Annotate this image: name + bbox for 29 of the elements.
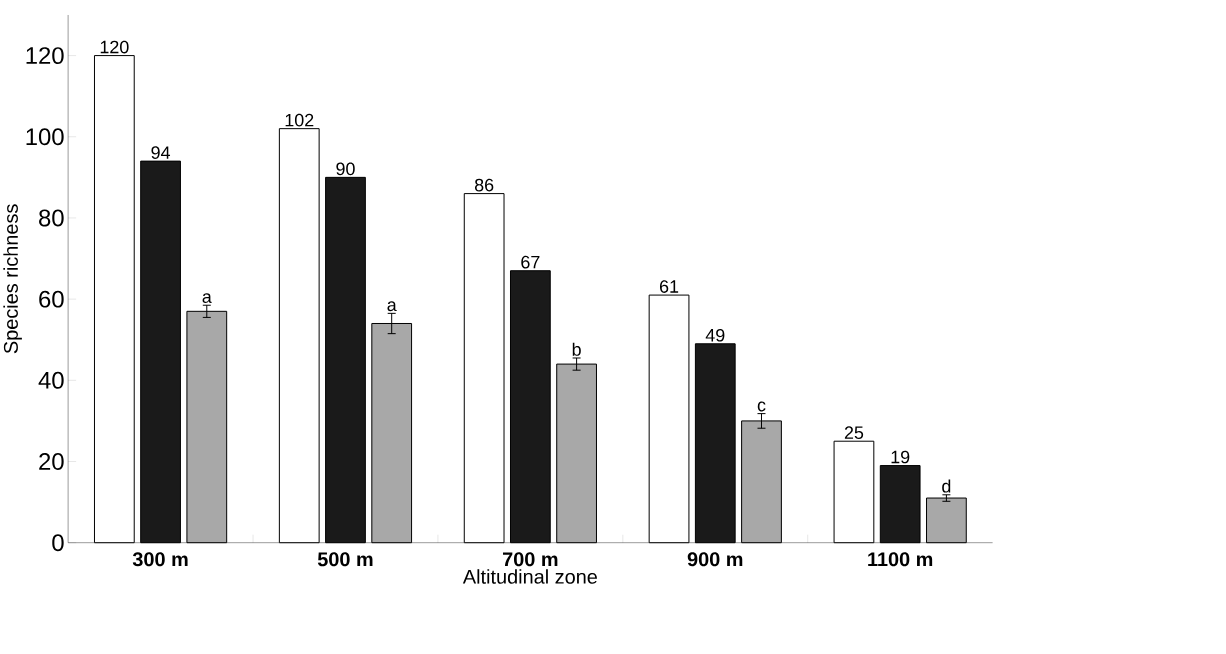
data-label: 67 bbox=[521, 256, 540, 269]
y-tick-label: 100 bbox=[26, 128, 64, 146]
x-tick-label: 700 m bbox=[503, 552, 558, 567]
x-axis-title: Altitudinal zone bbox=[462, 569, 597, 584]
data-label: 94 bbox=[151, 146, 171, 160]
data-label: 102 bbox=[285, 113, 314, 127]
data-label: 49 bbox=[705, 329, 725, 342]
y-tick-label: 120 bbox=[26, 47, 64, 65]
data-label: c bbox=[757, 401, 766, 412]
x-tick-label: 300 m bbox=[132, 552, 188, 567]
y-tick-label: 60 bbox=[39, 290, 64, 308]
y-tick-label: 80 bbox=[39, 209, 64, 227]
data-label: 86 bbox=[474, 178, 494, 192]
y-axis-title: Species richness bbox=[3, 204, 22, 354]
data-label: 19 bbox=[891, 450, 910, 464]
x-tick-label: 500 m bbox=[317, 552, 373, 567]
data-label: b bbox=[572, 342, 581, 356]
data-label: 120 bbox=[100, 40, 129, 54]
x-tick-label: 1100 m bbox=[868, 552, 933, 567]
data-label: 90 bbox=[336, 162, 355, 176]
data-label: a bbox=[387, 301, 397, 312]
data-label: d bbox=[942, 479, 951, 493]
data-label: 25 bbox=[844, 426, 864, 440]
x-tick-label: 900 m bbox=[687, 552, 743, 567]
y-tick-label: 40 bbox=[38, 372, 64, 389]
data-label: a bbox=[202, 293, 212, 304]
y-tick-label: 20 bbox=[39, 453, 64, 471]
y-tick-label: 0 bbox=[52, 534, 64, 552]
data-label: 61 bbox=[659, 280, 679, 294]
